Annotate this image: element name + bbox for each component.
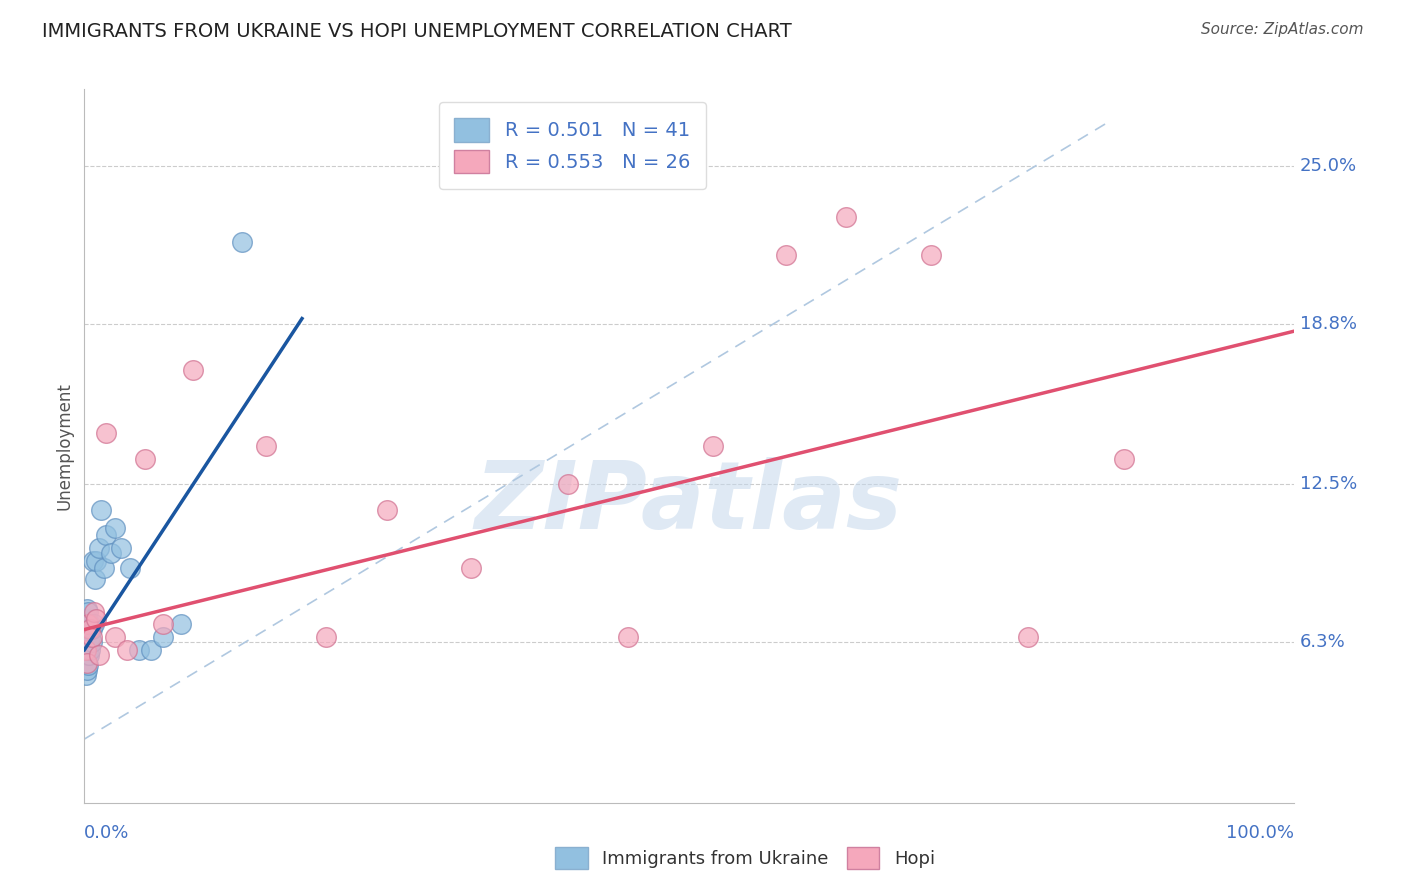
Point <box>80 635 103 649</box>
Point <box>375 502 398 516</box>
Point <box>835 210 858 224</box>
Point <box>79 623 101 637</box>
Point <box>120 561 142 575</box>
Point <box>75 643 97 657</box>
Point <box>75 630 97 644</box>
Point <box>139 643 162 657</box>
Point <box>94 426 117 441</box>
Legend: Immigrants from Ukraine, Hopi: Immigrants from Ukraine, Hopi <box>547 838 943 879</box>
Point <box>75 656 97 670</box>
Point <box>76 602 98 616</box>
Point <box>77 648 100 662</box>
Point <box>76 656 98 670</box>
Point <box>76 663 98 677</box>
Point <box>128 643 150 657</box>
Point <box>76 638 98 652</box>
Point <box>94 528 117 542</box>
Point <box>460 561 482 575</box>
Point <box>231 235 253 249</box>
Text: Source: ZipAtlas.com: Source: ZipAtlas.com <box>1201 22 1364 37</box>
Text: ZIPatlas: ZIPatlas <box>475 457 903 549</box>
Point <box>87 648 110 662</box>
Text: 100.0%: 100.0% <box>1226 824 1294 842</box>
Point <box>557 477 579 491</box>
Point <box>1114 451 1136 466</box>
Point <box>79 630 101 644</box>
Point <box>617 630 640 644</box>
Point <box>82 554 104 568</box>
Point <box>79 643 101 657</box>
Point <box>110 541 132 555</box>
Point <box>77 617 100 632</box>
Text: 18.8%: 18.8% <box>1299 315 1357 333</box>
Point <box>104 630 127 644</box>
Point <box>75 643 97 657</box>
Point <box>77 623 100 637</box>
Point <box>75 668 97 682</box>
Point <box>86 612 108 626</box>
Point <box>77 658 100 673</box>
Point <box>76 612 98 626</box>
Point <box>920 248 942 262</box>
Point <box>181 362 204 376</box>
Point <box>86 554 108 568</box>
Point <box>87 541 110 555</box>
Point <box>80 623 103 637</box>
Point <box>77 617 100 632</box>
Text: 6.3%: 6.3% <box>1299 633 1346 651</box>
Legend: R = 0.501   N = 41, R = 0.553   N = 26: R = 0.501 N = 41, R = 0.553 N = 26 <box>439 103 706 189</box>
Point <box>93 561 115 575</box>
Point <box>775 248 797 262</box>
Text: 12.5%: 12.5% <box>1299 475 1357 493</box>
Point <box>77 627 100 641</box>
Point <box>79 617 101 632</box>
Point <box>315 630 337 644</box>
Point <box>83 617 105 632</box>
Point <box>152 617 174 632</box>
Point <box>104 520 127 534</box>
Point <box>84 572 107 586</box>
Point <box>170 617 193 632</box>
Text: 0.0%: 0.0% <box>84 824 129 842</box>
Point <box>254 439 277 453</box>
Text: IMMIGRANTS FROM UKRAINE VS HOPI UNEMPLOYMENT CORRELATION CHART: IMMIGRANTS FROM UKRAINE VS HOPI UNEMPLOY… <box>42 22 792 41</box>
Point <box>152 630 174 644</box>
Point <box>80 630 103 644</box>
Point <box>83 605 105 619</box>
Point <box>77 643 100 657</box>
Text: 25.0%: 25.0% <box>1299 157 1357 175</box>
Point <box>1017 630 1039 644</box>
Point <box>77 605 100 619</box>
Point <box>115 643 138 657</box>
Point <box>90 502 112 516</box>
Point <box>75 617 97 632</box>
Point <box>100 546 122 560</box>
Point <box>702 439 724 453</box>
Point <box>76 648 98 662</box>
Point <box>76 623 98 637</box>
Point <box>134 451 156 466</box>
Point <box>77 635 100 649</box>
Y-axis label: Unemployment: Unemployment <box>55 382 73 510</box>
